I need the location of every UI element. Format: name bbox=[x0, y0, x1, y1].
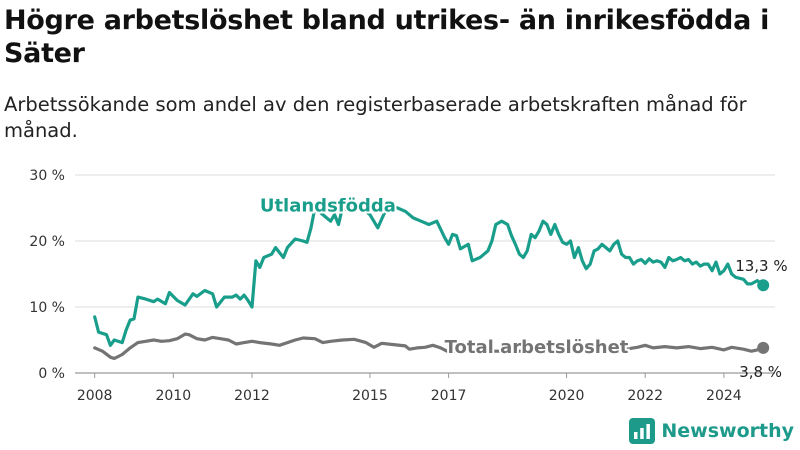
chart-subtitle: Arbetssökande som andel av den registerb… bbox=[4, 93, 747, 142]
chart-title: Högre arbetslöshet bland utrikes- än inr… bbox=[4, 5, 770, 69]
x-tick-label: 2024 bbox=[706, 388, 742, 404]
y-tick-label: 20 % bbox=[29, 234, 65, 250]
x-tick-label: 2020 bbox=[549, 388, 585, 404]
end-label-total: 3,8 % bbox=[739, 363, 782, 381]
y-tick-label: 0 % bbox=[38, 366, 65, 382]
x-tick-label: 2022 bbox=[627, 388, 663, 404]
x-tick-label: 2012 bbox=[234, 388, 270, 404]
brand: Newsworthy bbox=[629, 418, 794, 444]
series-label-utlandsfodda: Utlandsfödda bbox=[260, 195, 396, 216]
x-tick-label: 2010 bbox=[155, 388, 191, 404]
bar-chart-logo-icon bbox=[629, 418, 656, 444]
series-line-utlandsfodda bbox=[93, 199, 765, 347]
series-line-total bbox=[93, 332, 765, 361]
end-label-utlandsfodda: 13,3 % bbox=[735, 257, 787, 275]
x-tick-label: 2008 bbox=[77, 388, 113, 404]
x-tick-label: 2015 bbox=[352, 388, 388, 404]
y-tick-label: 10 % bbox=[29, 300, 65, 316]
y-tick-label: 30 % bbox=[29, 168, 65, 184]
brand-name: Newsworthy bbox=[661, 420, 794, 442]
x-tick-label: 2017 bbox=[431, 388, 467, 404]
end-marker bbox=[757, 341, 770, 354]
end-marker bbox=[757, 279, 770, 292]
series-label-total: Total arbetslöshet bbox=[445, 337, 629, 358]
